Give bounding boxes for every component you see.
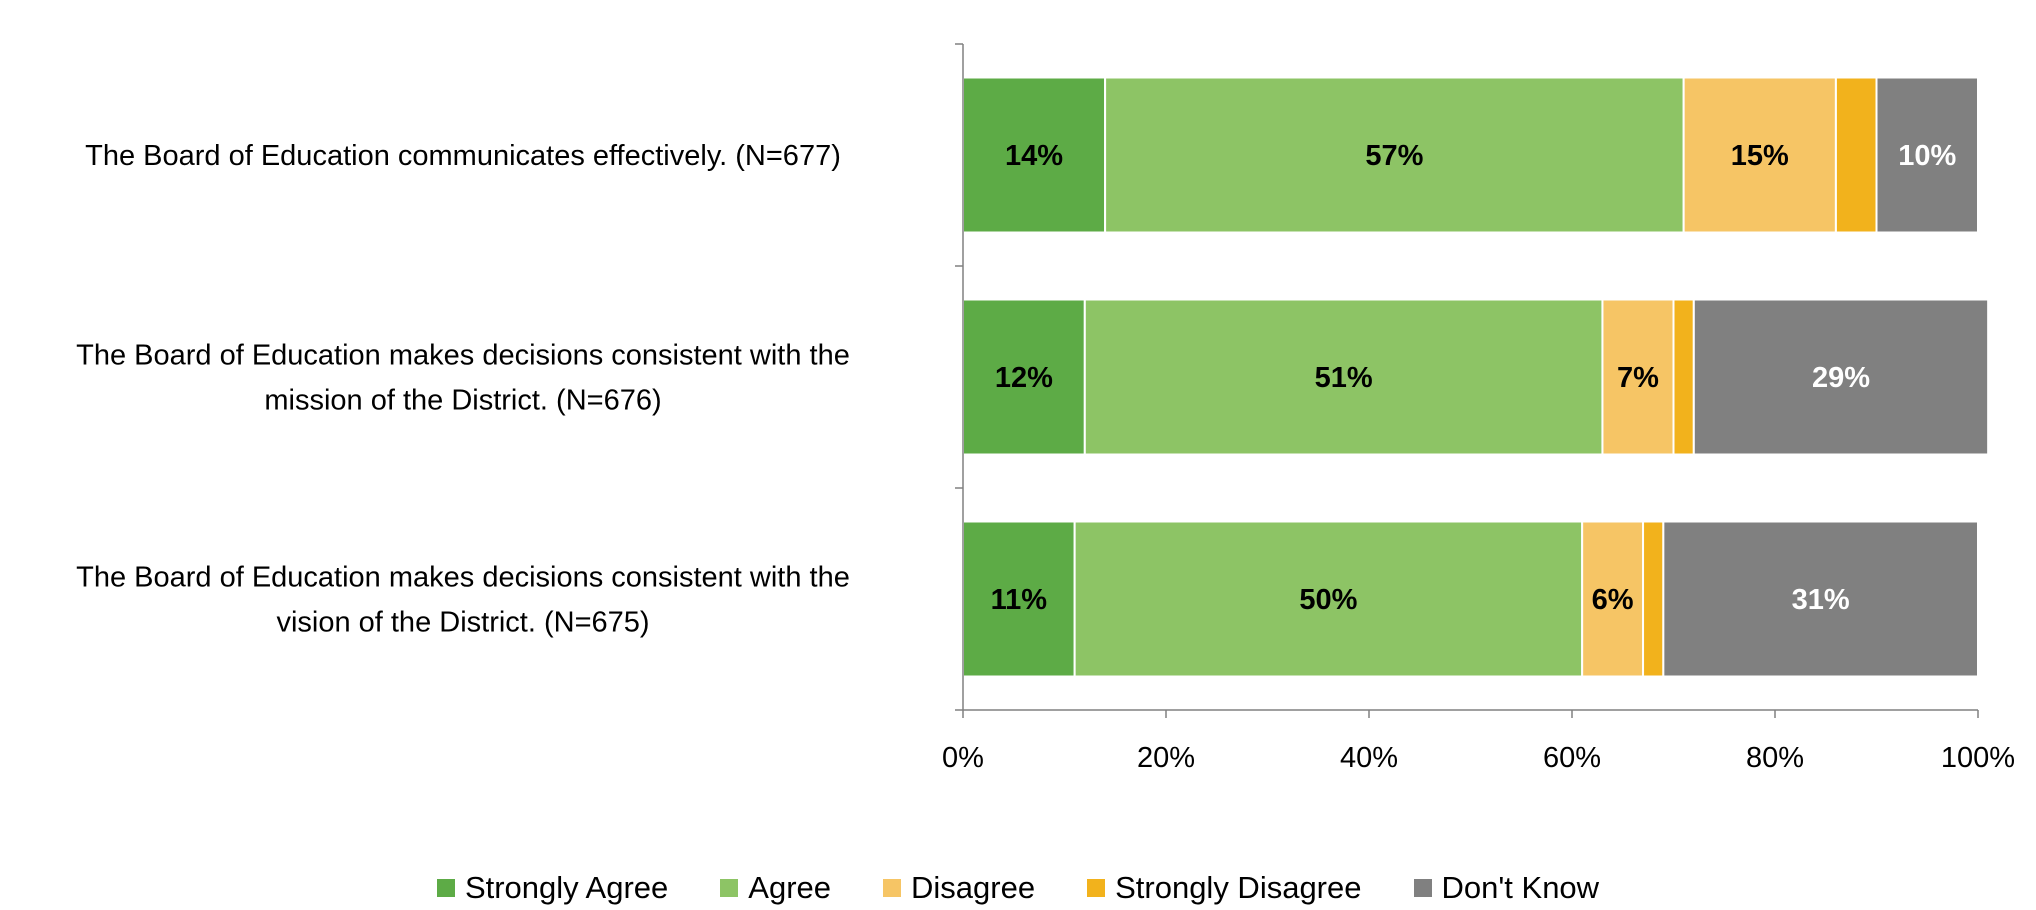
legend-label: Strongly Agree [464, 870, 669, 905]
data-label: 11% [991, 584, 1048, 616]
data-label: 29% [1812, 362, 1870, 394]
legend-swatch [1413, 879, 1432, 897]
legend-label: Disagree [911, 870, 1036, 905]
data-label: 12% [995, 362, 1053, 394]
bar-segment [1875, 76, 1979, 234]
x-tick-label: 80% [1746, 742, 1804, 774]
legend-item: Agree [720, 870, 831, 906]
bar-segment [1682, 76, 1837, 234]
legend-swatch [1087, 879, 1106, 897]
legend-item: Disagree [883, 870, 1035, 906]
category-label: mission of the District. (N=676) [264, 385, 661, 417]
x-tick-label: 0% [942, 742, 984, 774]
legend-item: Don't Know [1413, 870, 1600, 906]
legend-swatch [720, 879, 739, 897]
x-tick-label: 100% [1941, 742, 2015, 774]
data-label: 10% [1898, 140, 1956, 172]
bar-segment [1104, 76, 1685, 234]
x-tick-label: 60% [1543, 742, 1601, 774]
category-label: The Board of Education makes decisions c… [76, 562, 850, 594]
legend-swatch [436, 879, 455, 897]
bar-segment [962, 76, 1107, 234]
legend-label: Agree [748, 870, 832, 905]
bar-segment [1601, 298, 1675, 456]
bar-segment [1834, 76, 1878, 234]
legend-label: Don't Know [1441, 870, 1600, 905]
data-label: 50% [1299, 584, 1357, 616]
data-label: 15% [1731, 140, 1789, 172]
chart-plot-area: 14% 57% 15% 10% The Board of Education commu… [76, 43, 2015, 774]
category-label: The Board of Education makes decisions c… [76, 340, 850, 372]
data-label: 14% [1005, 140, 1063, 172]
legend-label: Strongly Disagree [1115, 870, 1362, 905]
x-tick-label: 40% [1340, 742, 1398, 774]
legend-swatch [883, 879, 902, 897]
category-label: The Board of Education communicates effe… [85, 140, 841, 172]
category-label: vision of the District. (N=675) [276, 607, 649, 639]
bar-segment [1642, 520, 1665, 678]
x-tick-label: 20% [1137, 742, 1195, 774]
data-label: 31% [1792, 584, 1850, 616]
bar-segment [962, 298, 1086, 456]
data-label: 51% [1315, 362, 1373, 394]
bar-segment [1692, 298, 1990, 456]
data-label: 57% [1365, 140, 1423, 172]
chart-legend: Strongly Agree Agree Disagree Strongly Disa… [0, 870, 2036, 906]
data-label: 7% [1617, 362, 1659, 394]
bar-segment [1083, 298, 1604, 456]
legend-item: Strongly Disagree [1087, 870, 1362, 906]
bar-segment [1662, 520, 1979, 678]
legend-item: Strongly Agree [436, 870, 669, 906]
bar-segment [1672, 298, 1695, 456]
data-label: 6% [1592, 584, 1634, 616]
bar-segment [1073, 520, 1584, 678]
